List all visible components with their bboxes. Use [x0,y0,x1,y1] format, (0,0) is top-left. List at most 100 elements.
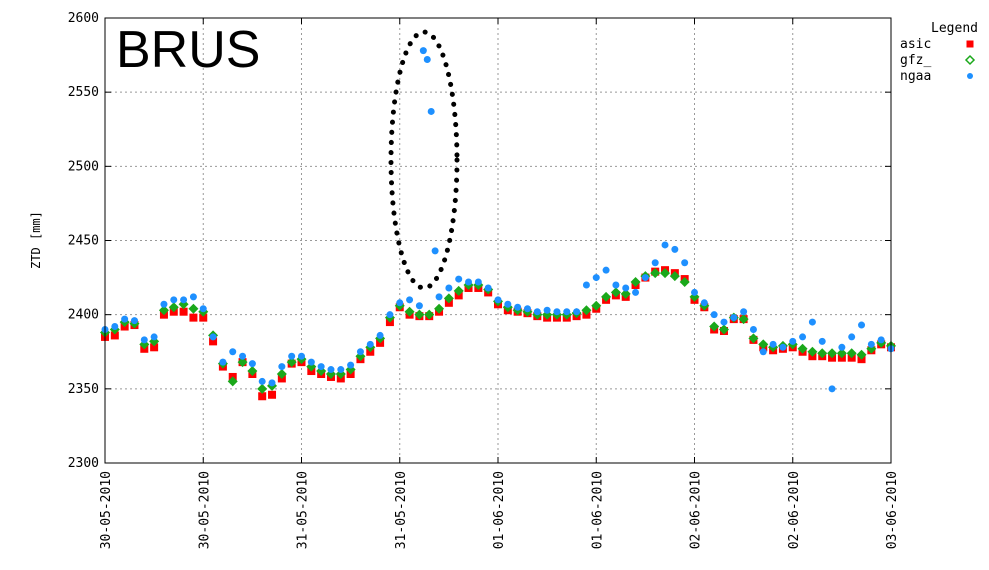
data-point [258,377,266,385]
data-point [140,336,148,344]
y-axis-label: ZTD [mm] [29,211,43,269]
data-point [160,300,168,308]
data-point [110,331,119,340]
data-point [239,352,247,360]
data-point [317,363,325,371]
y-tick-label: 2400 [68,308,99,323]
data-point [710,311,718,319]
data-point [248,360,256,368]
data-point [602,266,610,274]
data-point [582,281,590,289]
data-point [386,311,394,319]
data-point [846,348,857,359]
data-point [789,337,797,345]
data-point [376,331,384,339]
x-tick-label: 01-06-2010 [590,471,605,549]
data-point [630,277,641,288]
data-point [838,343,846,351]
data-point [150,333,158,341]
data-point [720,318,728,326]
data-point [591,300,602,311]
data-point [209,333,217,341]
data-point [533,308,541,316]
legend-label: ngaa [900,69,931,84]
data-point [366,340,374,348]
legend-label: asic [900,37,931,52]
data-point [738,314,749,325]
y-tick-label: 2500 [68,159,99,174]
data-point [434,303,445,314]
data-point [130,317,138,325]
data-point [337,366,345,374]
data-point [443,293,454,304]
data-point [740,308,748,316]
data-point [268,379,276,387]
outlier-highlight-ellipse [388,29,460,291]
data-point [356,348,364,356]
data-point [188,303,199,314]
data-point [563,308,571,316]
data-point [455,275,463,283]
data-point [622,284,630,292]
data-point [189,293,197,301]
data-point [650,268,661,279]
x-tick-label: 01-06-2010 [492,471,507,549]
data-point [435,293,443,301]
data-point [150,343,159,352]
data-point [431,247,439,255]
data-series [100,47,896,401]
y-tick-label: 2450 [68,234,99,249]
data-point [494,296,502,304]
data-point [523,305,531,313]
data-point [247,366,258,377]
data-point [612,281,620,289]
data-point [669,271,680,282]
y-tick-label: 2600 [68,11,99,26]
grid-lines [105,18,891,463]
data-point [661,241,669,249]
data-point [111,323,119,331]
data-point [651,259,659,267]
data-point [858,321,866,329]
data-point [424,309,435,320]
legend-label: gfz_ [900,53,931,68]
data-point [427,107,435,115]
data-point [227,376,238,387]
legend-marker [966,40,974,48]
data-point [474,278,482,286]
data-point [180,296,188,304]
data-point [276,369,287,379]
data-point [797,343,808,354]
data-point [514,303,522,311]
legend-title: Legend [931,21,978,36]
data-point [681,259,689,267]
data-point [818,337,826,345]
data-point [592,274,600,282]
data-point [219,358,227,366]
data-point [581,305,592,316]
legend-marker [967,73,973,79]
data-point [748,333,759,344]
data-point [237,357,248,368]
x-tick-label: 31-05-2010 [394,471,409,549]
data-point [199,313,208,322]
data-point [229,348,237,356]
y-axis-ticks: 2300 2350 2400 2450 2500 2550 2600 [68,11,891,471]
data-point [730,314,738,322]
data-point [158,305,169,316]
data-point [573,308,581,316]
data-point [867,340,875,348]
data-point [298,352,305,360]
data-point [601,291,612,302]
data-point [610,287,621,298]
series-ngaa [101,47,895,393]
data-point [189,313,198,322]
data-point [709,321,720,332]
data-point [327,366,335,374]
data-point [779,343,787,351]
data-point [620,288,631,299]
x-tick-label: 30-05-2010 [197,471,212,549]
data-point [307,358,315,366]
